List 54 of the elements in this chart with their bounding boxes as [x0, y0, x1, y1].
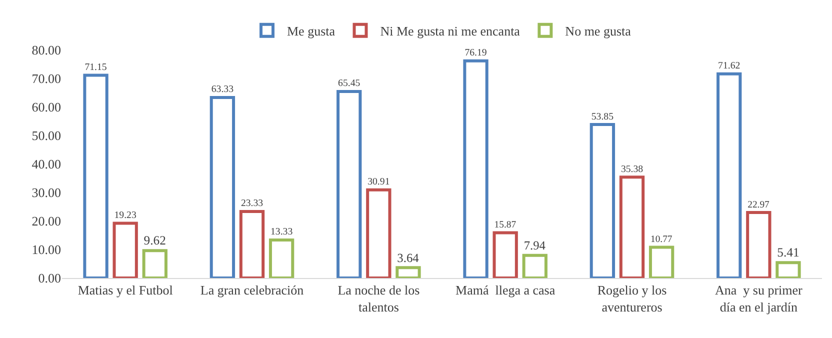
data-label: 53.85 — [591, 111, 614, 122]
bar — [522, 254, 548, 278]
data-label: 35.38 — [620, 164, 644, 175]
y-tick-label: 10.00 — [32, 242, 61, 258]
legend-label: Ni Me gusta ni me encanta — [380, 23, 520, 38]
x-tick-label: Mamá llega a casa — [456, 282, 556, 298]
y-tick-label: 80.00 — [32, 42, 61, 58]
y-tick-label: 20.00 — [32, 214, 61, 229]
bar — [268, 238, 294, 278]
data-label: 71.62 — [718, 60, 740, 72]
data-label: 63.33 — [211, 84, 234, 96]
bar — [239, 210, 265, 278]
data-label: 10.77 — [650, 234, 672, 246]
y-tick-label: 30.00 — [32, 185, 61, 200]
bar — [366, 188, 392, 278]
bar — [83, 74, 108, 278]
bar — [590, 123, 616, 278]
x-tick-label: La gran celebración — [200, 282, 304, 298]
data-label: 13.33 — [270, 226, 293, 238]
x-tick-label: Matias y el Futbol — [78, 282, 174, 298]
bar — [112, 222, 138, 278]
bar — [142, 249, 168, 278]
data-label: 22.97 — [748, 199, 770, 210]
data-label: 3.64 — [397, 250, 419, 265]
x-tick-label: Rogelio y los aventureros — [597, 282, 667, 314]
legend-label: No me gusta — [565, 23, 632, 38]
y-tick-label: 60.00 — [32, 100, 61, 115]
bar — [336, 90, 362, 278]
bar — [746, 211, 772, 278]
bar — [716, 72, 742, 278]
data-label: 65.45 — [338, 78, 360, 90]
legend-label: Me gusta — [287, 23, 336, 38]
x-tick-label: La noche de los talentos — [338, 282, 420, 314]
data-label: 19.23 — [114, 210, 136, 221]
bar — [396, 266, 421, 278]
y-tick-label: 50.00 — [32, 128, 61, 144]
data-label: 30.91 — [368, 176, 390, 188]
data-label: 7.94 — [524, 238, 546, 253]
data-label: 23.33 — [240, 198, 264, 210]
y-tick-label: 70.00 — [32, 71, 61, 86]
bar — [492, 231, 518, 278]
data-label: 5.41 — [777, 246, 800, 260]
bar — [210, 96, 236, 278]
bar — [648, 246, 674, 278]
y-tick-label: 40.00 — [32, 156, 61, 172]
bar — [776, 261, 801, 278]
data-label: 76.19 — [464, 48, 487, 59]
bar — [619, 176, 645, 278]
x-tick-label: Ana y su primer día en el jardín — [714, 282, 804, 314]
data-label: 15.87 — [494, 220, 516, 231]
y-tick-label: 0.00 — [38, 270, 61, 286]
data-label: 9.62 — [144, 234, 166, 248]
bar — [463, 59, 488, 278]
data-label: 71.15 — [84, 62, 107, 73]
